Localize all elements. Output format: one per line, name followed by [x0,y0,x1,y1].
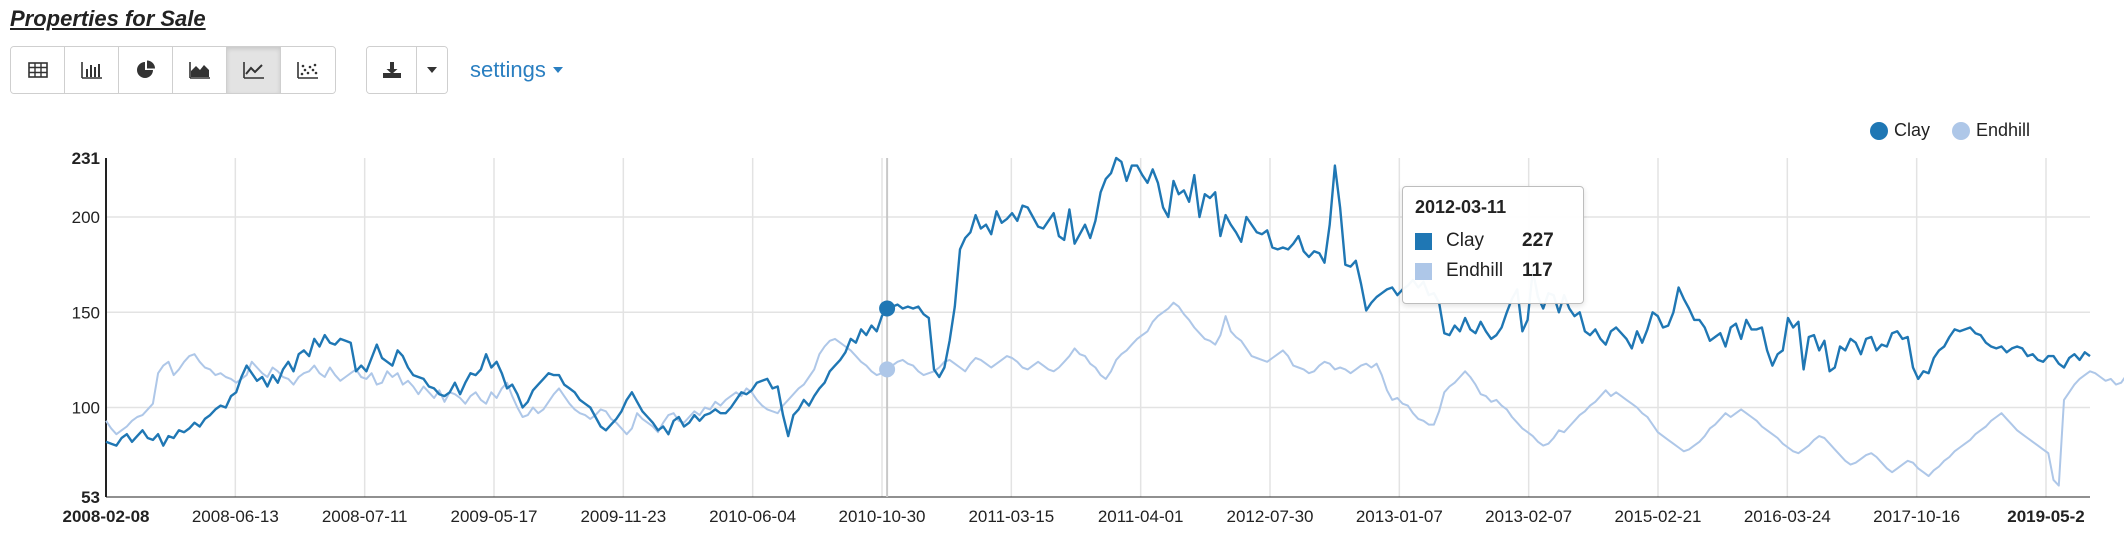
area-chart-view-button[interactable] [173,47,227,93]
x-tick-label: 2010-06-04 [709,507,796,526]
hover-point-clay [879,300,896,317]
x-tick-label: 2016-03-24 [1744,507,1831,526]
tooltip-row-endhill: Endhill 117 [1415,256,1571,286]
download-button-group [366,46,448,94]
tooltip-date: 2012-03-11 [1415,197,1507,217]
bar-chart-view-button[interactable] [65,47,119,93]
bar-chart-icon [80,62,102,79]
download-button[interactable] [367,47,417,93]
x-tick-label: 2008-06-13 [192,507,279,526]
tooltip-swatch [1415,232,1432,250]
legend-item-clay[interactable]: Clay [1870,120,1930,141]
legend-item-endhill[interactable]: Endhill [1952,120,2030,141]
caret-down-icon [552,67,563,73]
download-options-dropdown[interactable] [417,47,447,93]
scatter-chart-icon [297,62,318,79]
settings-dropdown[interactable]: settings [470,57,564,83]
settings-label: settings [470,57,546,82]
chart-legend: Clay Endhill [1870,120,2030,141]
pie-chart-icon [136,60,155,78]
x-tick-label: 2017-10-16 [1873,507,1960,526]
tooltip-series-value: 117 [1522,260,1553,281]
x-tick-label: 2011-03-15 [968,507,1054,526]
y-tick-label: 100 [72,398,100,417]
area-chart-icon [188,62,210,79]
series-line-clay [105,156,2091,447]
legend-marker [1870,121,1888,140]
pie-chart-view-button[interactable] [119,47,173,93]
table-icon [27,62,48,78]
legend-label: Clay [1894,120,1931,140]
hover-point-endhill [879,361,896,378]
tooltip-swatch [1415,262,1432,280]
page-title: Properties for Sale [10,6,206,31]
series-line-endhill [105,301,2124,487]
x-tick-label: 2010-10-30 [839,507,926,526]
chart-tooltip: 2012-03-11 Clay 227 Endhill 117 [1402,186,1584,304]
table-view-button[interactable] [11,47,65,93]
x-tick-label: 2019-05-2 [2007,507,2085,526]
x-tick-label: 2009-11-23 [580,507,666,526]
legend-label: Endhill [1976,120,2031,140]
scatter-chart-view-button[interactable] [281,47,335,93]
tooltip-series-name: Endhill [1446,260,1504,281]
x-tick-label: 2012-07-30 [1227,507,1314,526]
x-tick-label: 2015-02-21 [1615,507,1702,526]
x-tick-label: 2009-05-17 [451,507,538,526]
download-icon [382,62,401,78]
x-tick-label: 2013-02-07 [1485,507,1572,526]
tooltip-series-name: Clay [1446,230,1485,251]
y-tick-label: 53 [81,488,100,507]
y-tick-label: 150 [72,303,100,322]
line-chart-icon [242,62,264,79]
x-tick-label: 2008-07-11 [322,507,408,526]
legend-marker [1952,121,1971,140]
y-tick-label: 231 [72,149,100,168]
x-tick-label: 2013-01-07 [1356,507,1443,526]
tooltip-row-clay: Clay 227 [1415,226,1571,256]
x-tick-label: 2011-04-01 [1098,507,1184,526]
y-tick-label: 200 [72,208,100,227]
caret-down-icon [427,67,437,73]
chart-type-toolbar [10,46,336,94]
x-tick-label: 2008-02-08 [63,507,150,526]
line-chart-view-button[interactable] [227,47,281,93]
tooltip-series-value: 227 [1522,230,1554,251]
